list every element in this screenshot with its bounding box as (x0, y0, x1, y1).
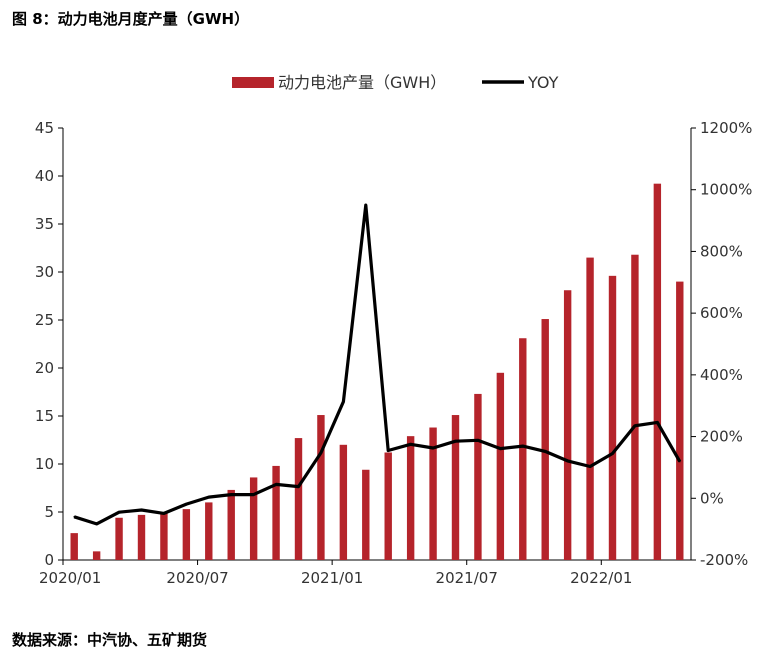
bar (406, 436, 415, 560)
yoy-point (656, 421, 659, 424)
legend-line-label: YOY (527, 73, 559, 92)
right-tick-label: -200% (700, 551, 748, 569)
bar (249, 477, 258, 560)
bar (137, 514, 146, 560)
legend-bar-label: 动力电池产量（GWH） (278, 73, 446, 92)
yoy-point (163, 512, 165, 515)
bar (608, 275, 617, 560)
yoy-point (477, 439, 479, 442)
bar (294, 438, 303, 560)
yoy-point (409, 443, 412, 446)
yoy-point (454, 440, 457, 443)
bar (384, 452, 392, 560)
yoy-point (521, 445, 524, 447)
right-tick-label: 1200% (700, 119, 752, 137)
left-tick-label: 0 (44, 551, 54, 569)
left-tick-label: 25 (35, 311, 54, 329)
right-tick-label: 800% (700, 242, 743, 260)
right-tick-label: 1000% (700, 181, 752, 199)
axes: 0 5 10 15 20 25 30 35 40 45 -200% 0% 200% 400% 600% 800… (35, 119, 753, 587)
left-tick-label: 5 (44, 503, 54, 521)
yoy-series (73, 203, 682, 526)
left-tick-label: 30 (35, 263, 54, 281)
bar (160, 512, 168, 560)
yoy-point (95, 523, 98, 525)
right-tick-label: 400% (700, 366, 743, 384)
left-tick-label: 20 (35, 359, 54, 377)
yoy-point (342, 400, 345, 403)
yoy-point (230, 493, 233, 496)
bar-series (70, 183, 684, 560)
x-tick-label: 2020/07 (166, 569, 228, 587)
left-tick-label: 35 (35, 215, 54, 233)
yoy-point (73, 516, 76, 518)
yoy-point (320, 452, 322, 454)
bar (429, 427, 437, 560)
bar (339, 444, 348, 560)
bar (496, 372, 505, 560)
bar (182, 509, 191, 560)
yoy-point (140, 509, 143, 511)
figure-source: 数据来源：中汽协、五矿期货 (12, 631, 208, 649)
yoy-point (566, 460, 569, 462)
yoy-point (252, 493, 255, 496)
yoy-point (297, 485, 300, 488)
bar (317, 415, 325, 560)
yoy-point (364, 204, 367, 206)
bar (451, 415, 460, 560)
x-tick-label: 2020/01 (39, 569, 101, 587)
left-tick-label: 10 (35, 455, 54, 473)
figure-title: 图 8：动力电池月度产量（GWH） (12, 10, 250, 28)
bar (653, 183, 662, 560)
bar (563, 290, 572, 560)
bar (272, 465, 280, 560)
bar (205, 502, 213, 560)
legend: 动力电池产量（GWH） YOY (232, 73, 559, 92)
yoy-point (544, 450, 547, 453)
bar (474, 393, 482, 560)
right-tick-label: 0% (700, 489, 724, 507)
bar (519, 338, 527, 560)
yoy-point (589, 465, 591, 468)
bar (676, 281, 684, 560)
yoy-point (275, 483, 277, 486)
x-tick-label: 2021/01 (301, 569, 363, 587)
yoy-point (207, 496, 210, 498)
yoy-point (678, 460, 681, 463)
bar (70, 533, 78, 560)
left-tick-label: 15 (35, 407, 54, 425)
legend-bar-swatch (232, 77, 274, 88)
yoy-point (634, 424, 636, 427)
bar (586, 257, 594, 560)
bar (362, 469, 370, 560)
bar (115, 517, 123, 560)
bar (92, 551, 101, 560)
yoy-point (499, 447, 502, 450)
right-tick-label: 200% (700, 428, 743, 446)
bar (541, 319, 549, 560)
left-tick-label: 45 (35, 119, 54, 137)
bar (631, 254, 639, 560)
yoy-point (432, 447, 434, 449)
yoy-point (185, 503, 188, 505)
yoy-point (611, 452, 614, 455)
x-tick-label: 2021/07 (436, 569, 498, 587)
yoy-point (387, 449, 390, 452)
left-tick-label: 40 (35, 167, 54, 185)
right-tick-label: 600% (700, 304, 743, 322)
yoy-point (118, 511, 120, 513)
x-tick-label: 2022/01 (570, 569, 632, 587)
yoy-line (73, 203, 682, 526)
bar (227, 489, 235, 560)
